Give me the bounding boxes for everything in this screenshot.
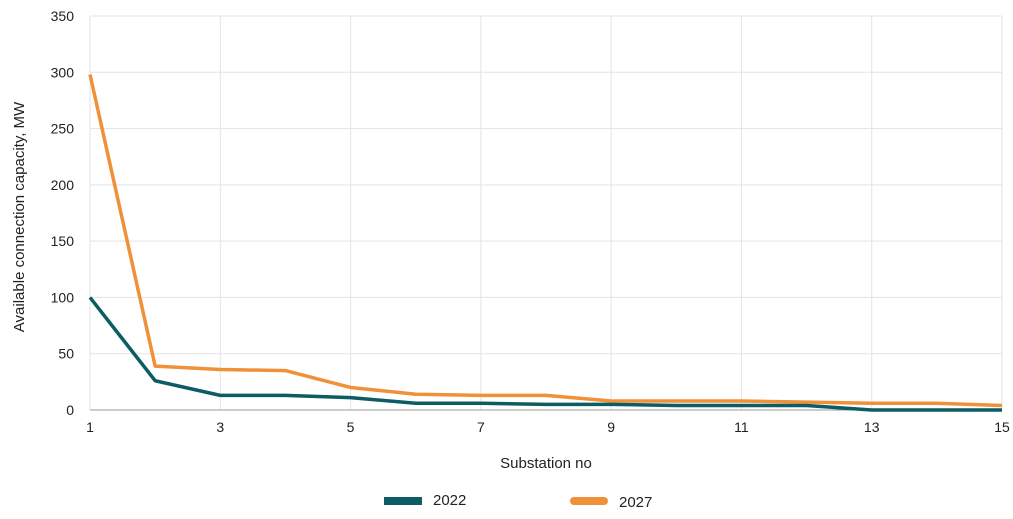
legend-swatch-2022 bbox=[384, 497, 422, 505]
x-tick-label: 11 bbox=[734, 419, 749, 435]
series-2027-line bbox=[88, 74, 1003, 408]
legend-label-2022: 2022 bbox=[433, 492, 466, 509]
legend-label-2027: 2027 bbox=[619, 494, 652, 511]
x-tick-label: 3 bbox=[216, 419, 224, 435]
x-tick-label: 15 bbox=[994, 419, 1010, 435]
x-axis-title: Substation no bbox=[500, 455, 592, 472]
x-axis-ticks: 1 3 5 7 9 11 13 15 bbox=[86, 419, 1010, 435]
y-tick-label: 350 bbox=[51, 8, 75, 24]
y-axis-ticks: 0 50 100 150 200 250 300 350 bbox=[51, 8, 75, 418]
x-tick-label: 1 bbox=[86, 419, 94, 435]
y-tick-label: 200 bbox=[51, 177, 75, 193]
y-tick-label: 100 bbox=[51, 289, 75, 305]
gridlines bbox=[89, 15, 1003, 410]
x-tick-label: 5 bbox=[347, 419, 355, 435]
series-2022-line bbox=[88, 296, 1002, 412]
y-tick-label: 250 bbox=[51, 121, 75, 137]
y-tick-label: 0 bbox=[66, 402, 74, 418]
y-tick-label: 300 bbox=[51, 64, 75, 80]
legend-swatch-2027 bbox=[570, 497, 608, 505]
x-tick-label: 9 bbox=[607, 419, 615, 435]
x-tick-label: 7 bbox=[477, 419, 485, 435]
y-tick-label: 150 bbox=[51, 233, 75, 249]
x-tick-label: 13 bbox=[864, 419, 880, 435]
y-tick-label: 50 bbox=[58, 346, 74, 362]
y-axis-title: Available connection capacity, MW bbox=[11, 101, 28, 332]
series-lines bbox=[88, 74, 1003, 412]
legend: 2022 2027 bbox=[384, 492, 652, 511]
